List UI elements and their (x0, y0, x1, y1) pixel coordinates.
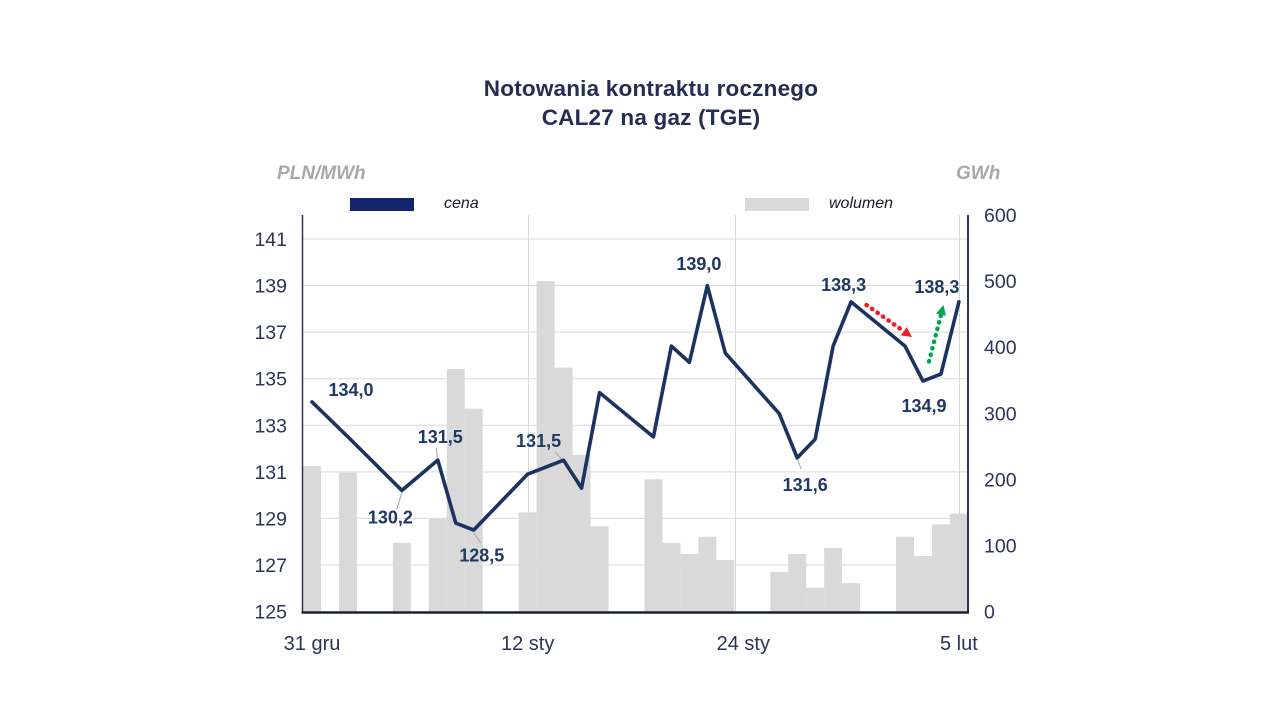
volume-bar (338, 472, 357, 612)
volume-bar (392, 542, 411, 612)
left-axis-tick-label: 129 (254, 508, 287, 530)
chart-title: Notowania kontraktu rocznego CAL27 na ga… (11, 74, 1280, 132)
right-axis-tick-label: 600 (984, 205, 1017, 227)
left-axis-unit-label: PLN/MWh (277, 163, 366, 184)
label-leader-line (797, 459, 802, 470)
red-arrowhead (900, 327, 912, 337)
volume-bar (303, 466, 321, 612)
left-axis-tick-label: 127 (254, 555, 287, 577)
volume-bar (806, 587, 825, 612)
right-axis-tick-label: 0 (984, 602, 995, 624)
right-axis-tick-label: 100 (984, 535, 1017, 557)
volume-bar (536, 281, 555, 612)
right-axis-tick-label: 200 (984, 469, 1017, 491)
volume-bar (680, 554, 699, 612)
right-axis-tick-label: 300 (984, 403, 1017, 425)
point-label: 128,5 (459, 546, 504, 566)
x-axis-tick-label: 24 sty (717, 633, 770, 655)
volume-bar (842, 583, 861, 612)
point-label: 131,5 (418, 427, 463, 447)
right-axis-unit-label: GWh (956, 163, 1001, 184)
point-label: 139,0 (676, 254, 721, 274)
legend-wolumen-label: wolumen (829, 195, 894, 212)
green-up-arrow (926, 312, 944, 364)
volume-bar (554, 367, 573, 612)
x-axis-tick-label: 5 lut (940, 633, 978, 655)
left-axis-tick-label: 141 (254, 229, 287, 251)
left-axis-tick-label: 131 (254, 462, 287, 484)
left-axis-tick-label: 133 (254, 415, 287, 437)
point-label: 131,5 (516, 431, 561, 451)
volume-bar (896, 536, 915, 612)
volume-bar (464, 408, 483, 612)
volume-bar (770, 571, 789, 612)
chart-title-line1: Notowania kontraktu rocznego (483, 76, 819, 101)
label-leader-line (554, 451, 562, 460)
point-label: 138,3 (914, 277, 959, 297)
volume-bar (788, 554, 807, 612)
point-label: 134,0 (328, 380, 373, 400)
x-axis-tick-label: 12 sty (501, 633, 554, 655)
volume-bar (518, 512, 537, 612)
point-label: 138,3 (821, 275, 866, 295)
volume-bar (662, 542, 681, 612)
legend-cena-swatch (350, 198, 414, 211)
point-label: 130,2 (368, 507, 413, 527)
left-axis-tick-label: 139 (254, 276, 287, 298)
volume-bar (931, 524, 950, 612)
volume-bar (949, 513, 968, 612)
label-leader-line (473, 532, 482, 544)
volume-bar (824, 548, 843, 612)
left-axis-tick-label: 137 (254, 322, 287, 344)
label-leader-line (435, 448, 438, 459)
volume-bar (913, 555, 932, 612)
point-label: 131,6 (783, 475, 828, 495)
volume-bar (698, 536, 717, 612)
legend-wolumen-swatch (745, 198, 809, 211)
x-axis-tick-label: 31 gru (284, 633, 341, 655)
left-axis-tick-label: 125 (254, 602, 287, 624)
price-line (310, 283, 961, 532)
point-label: 134,9 (901, 396, 946, 416)
volume-bar (572, 454, 591, 612)
volume-bar (446, 368, 465, 612)
legend-cena-label: cena (444, 195, 479, 212)
volume-bar (428, 518, 447, 612)
green-arrowhead (936, 305, 946, 316)
red-down-arrow (864, 302, 907, 334)
left-axis-tick-label: 135 (254, 369, 287, 391)
volume-bar (590, 526, 609, 612)
volume-bar (644, 479, 663, 612)
chart-title-line2: CAL27 na gaz (TGE) (541, 105, 761, 130)
volume-bar (716, 559, 735, 612)
label-leader-line (396, 492, 403, 510)
right-axis-tick-label: 400 (984, 337, 1017, 359)
right-axis-tick-label: 500 (984, 271, 1017, 293)
